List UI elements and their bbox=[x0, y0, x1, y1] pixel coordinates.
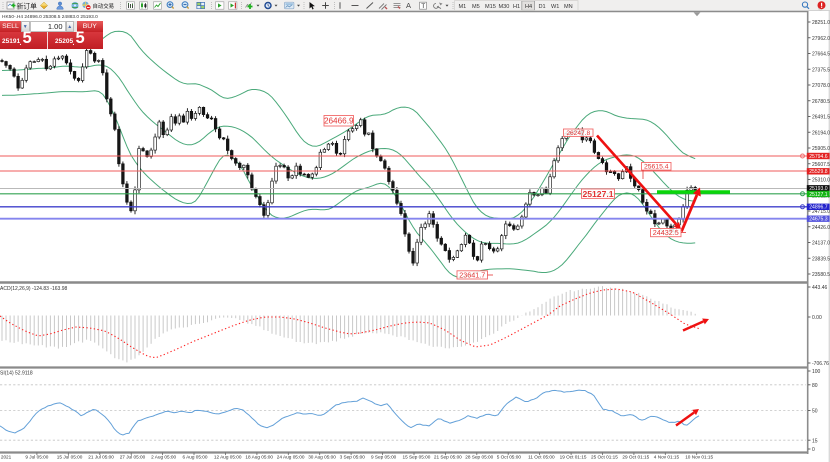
svg-text:25127.1: 25127.1 bbox=[809, 192, 828, 198]
svg-text:25127.1: 25127.1 bbox=[582, 189, 613, 199]
svg-text:HK50-.H4 24896.0 25308.5 2488: HK50-.H4 24896.0 25308.5 24883.0 25193.0 bbox=[2, 14, 98, 20]
svg-text:26194.0: 26194.0 bbox=[812, 130, 830, 136]
svg-text:15 Sep 05:00: 15 Sep 05:00 bbox=[403, 455, 431, 460]
svg-text:24675.3: 24675.3 bbox=[809, 217, 828, 223]
svg-text:15 Jul 05:00: 15 Jul 05:00 bbox=[57, 455, 83, 460]
svg-text:26780.5: 26780.5 bbox=[812, 99, 830, 105]
svg-text:27664.5: 27664.5 bbox=[812, 52, 830, 58]
svg-text:11 Oct 05:00: 11 Oct 05:00 bbox=[528, 455, 555, 460]
svg-text:自动交易: 自动交易 bbox=[93, 2, 115, 10]
svg-text:M15: M15 bbox=[485, 4, 496, 10]
svg-text:443.46: 443.46 bbox=[812, 285, 828, 291]
svg-text:D1: D1 bbox=[539, 4, 546, 10]
svg-text:9 Jul 05:00: 9 Jul 05:00 bbox=[25, 455, 48, 460]
svg-text:15: 15 bbox=[812, 438, 818, 444]
svg-text:27078.0: 27078.0 bbox=[812, 83, 830, 89]
svg-text:10 Nov 01:15: 10 Nov 01:15 bbox=[685, 455, 713, 460]
svg-text:2 Aug 05:00: 2 Aug 05:00 bbox=[151, 455, 176, 460]
svg-text:H4: H4 bbox=[525, 4, 532, 10]
svg-text:27962.0: 27962.0 bbox=[812, 36, 830, 42]
svg-text:M30: M30 bbox=[499, 4, 510, 10]
svg-text:6 Aug 05:00: 6 Aug 05:00 bbox=[183, 455, 208, 460]
svg-text:30 Aug 05:00: 30 Aug 05:00 bbox=[308, 455, 336, 460]
svg-text:A: A bbox=[406, 1, 411, 10]
svg-text:25529.8: 25529.8 bbox=[809, 169, 828, 175]
svg-text:28251.0: 28251.0 bbox=[812, 20, 830, 26]
svg-text:27 Jul 05:00: 27 Jul 05:00 bbox=[120, 455, 146, 460]
svg-text:25607.5: 25607.5 bbox=[812, 162, 830, 168]
svg-text:21 Jul 05:00: 21 Jul 05:00 bbox=[88, 455, 114, 460]
svg-text:W1: W1 bbox=[551, 4, 559, 10]
svg-text:3 Sep 05:00: 3 Sep 05:00 bbox=[340, 455, 366, 460]
svg-text:19 Oct 01:15: 19 Oct 01:15 bbox=[560, 455, 587, 460]
svg-text:M5: M5 bbox=[472, 4, 480, 10]
svg-text:24715.0: 24715.0 bbox=[812, 209, 830, 215]
svg-text:26247.8: 26247.8 bbox=[566, 130, 590, 137]
svg-text:25905.0: 25905.0 bbox=[812, 146, 830, 152]
svg-text:新订单: 新订单 bbox=[17, 1, 38, 10]
svg-text:25615.4: 25615.4 bbox=[644, 164, 669, 171]
svg-text:24 Aug 05:00: 24 Aug 05:00 bbox=[277, 455, 305, 460]
svg-text:18 Aug 05:00: 18 Aug 05:00 bbox=[245, 455, 273, 460]
svg-text:MN: MN bbox=[564, 4, 573, 10]
svg-text:100: 100 bbox=[812, 369, 821, 375]
svg-text:21 Sep 05:00: 21 Sep 05:00 bbox=[434, 455, 462, 460]
svg-text:25 Oct 01:15: 25 Oct 01:15 bbox=[591, 455, 618, 460]
svg-text:0.00: 0.00 bbox=[812, 315, 822, 321]
svg-text:SI(14) 52.9118: SI(14) 52.9118 bbox=[0, 371, 33, 377]
svg-text:26466.9: 26466.9 bbox=[324, 117, 354, 126]
svg-text:28 Sep 05:00: 28 Sep 05:00 bbox=[465, 455, 493, 460]
svg-text:4 Nov 01:15: 4 Nov 01:15 bbox=[654, 455, 680, 460]
svg-text:27375.5: 27375.5 bbox=[812, 67, 830, 73]
svg-text:24426.0: 24426.0 bbox=[812, 225, 830, 231]
svg-text:-706.76: -706.76 bbox=[812, 361, 829, 367]
svg-text:25193.0: 25193.0 bbox=[809, 186, 828, 192]
svg-text:ACD(12,26,9) -124.83 -163.98: ACD(12,26,9) -124.83 -163.98 bbox=[0, 286, 67, 292]
svg-text:12 Aug 05:00: 12 Aug 05:00 bbox=[214, 455, 242, 460]
svg-text:50: 50 bbox=[812, 409, 818, 415]
svg-text:24432.5: 24432.5 bbox=[653, 228, 679, 237]
svg-text:25794.6: 25794.6 bbox=[809, 154, 828, 160]
svg-text:M1: M1 bbox=[459, 4, 467, 10]
svg-text:25310.0: 25310.0 bbox=[812, 178, 830, 184]
svg-text:29 Oct 01:15: 29 Oct 01:15 bbox=[622, 455, 649, 460]
svg-text:23641.7: 23641.7 bbox=[459, 270, 485, 279]
svg-text:0: 0 bbox=[812, 447, 815, 453]
svg-text:80: 80 bbox=[812, 383, 818, 389]
svg-text:23580.5: 23580.5 bbox=[812, 272, 830, 278]
svg-text:H1: H1 bbox=[513, 4, 520, 10]
svg-text:24137.0: 24137.0 bbox=[812, 241, 830, 247]
svg-text:26491.5: 26491.5 bbox=[812, 115, 830, 121]
svg-text:5 Oct 05:00: 5 Oct 05:00 bbox=[497, 455, 522, 460]
svg-text:l 2021: l 2021 bbox=[0, 455, 12, 460]
svg-text:23839.5: 23839.5 bbox=[812, 256, 830, 262]
svg-text:24896.7: 24896.7 bbox=[809, 205, 828, 211]
svg-text:9 Sep 05:00: 9 Sep 05:00 bbox=[371, 455, 397, 460]
svg-text:T: T bbox=[421, 3, 425, 10]
